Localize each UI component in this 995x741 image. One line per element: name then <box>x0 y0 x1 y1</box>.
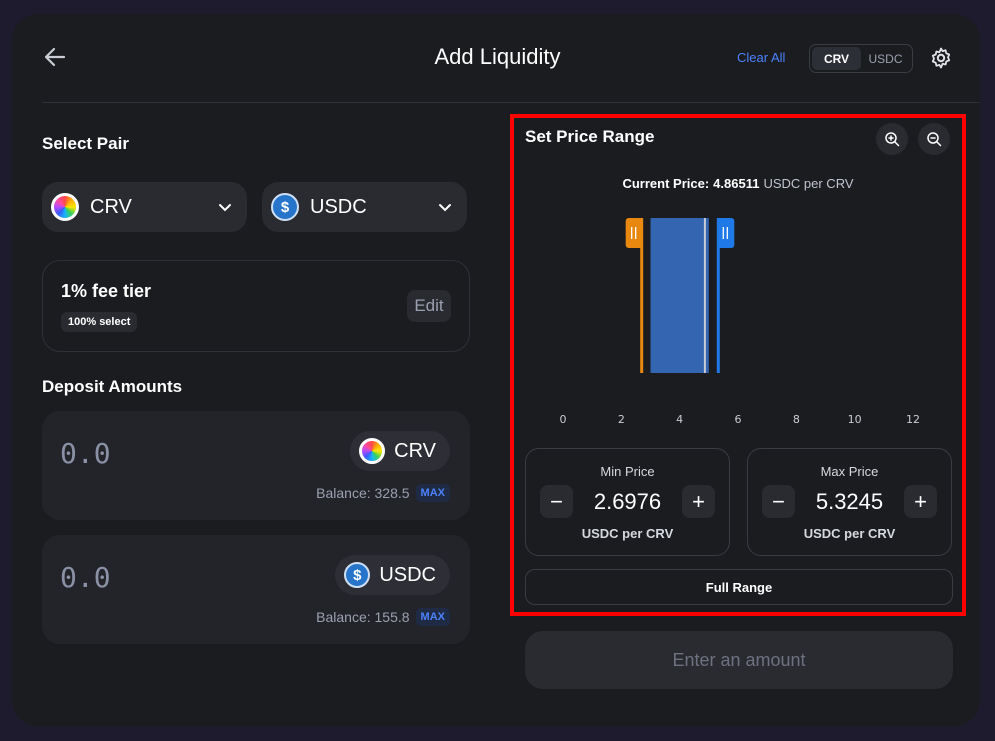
fee-tier-title: 1% fee tier <box>61 281 152 301</box>
crv-balance-text: Balance: 328.5 <box>316 485 410 501</box>
deposit-usdc-token: $ USDC <box>335 555 450 595</box>
deposit-crv-token: CRV <box>350 431 450 471</box>
min-price-unit: USDC per CRV <box>581 526 674 541</box>
enter-amount-button[interactable]: Enter an amount <box>525 631 953 689</box>
x-tick-label: 6 <box>735 413 742 426</box>
min-price-label: Min Price <box>600 464 655 479</box>
edit-fee-button[interactable]: Edit <box>407 290 451 322</box>
token-b-select[interactable]: $ USDC <box>262 182 467 232</box>
deposit-usdc-token-name: USDC <box>379 563 436 586</box>
current-price-label: Current Price: <box>622 176 710 191</box>
deposit-usdc-box: $ USDC Balance: 155.8 MAX <box>42 535 470 644</box>
page-title: Add Liquidity <box>434 44 561 69</box>
min-price-handle[interactable] <box>625 218 643 248</box>
max-price-label: Max Price <box>820 464 879 479</box>
liquidity-chart[interactable]: 0 2 4 6 8 10 12 <box>544 208 934 428</box>
back-arrow-icon[interactable] <box>42 44 68 70</box>
deposit-usdc-input[interactable] <box>60 557 260 597</box>
full-range-button[interactable]: Full Range <box>525 569 953 605</box>
max-price-handle[interactable] <box>717 218 735 248</box>
max-price-value[interactable]: 5.3245 <box>815 489 884 514</box>
min-price-card: Min Price − 2.6976 + USDC per CRV <box>525 448 730 556</box>
usdc-max-button[interactable]: MAX <box>415 608 450 626</box>
zoom-out-button[interactable] <box>918 123 950 155</box>
max-price-increment[interactable]: + <box>904 485 937 518</box>
x-tick-label: 2 <box>618 413 625 426</box>
deposit-crv-input[interactable] <box>60 433 260 473</box>
x-tick-label: 0 <box>560 413 567 426</box>
max-price-card: Max Price − 5.3245 + USDC per CRV <box>747 448 952 556</box>
token-a-name: CRV <box>90 195 132 218</box>
usdc-balance-text: Balance: 155.8 <box>316 609 410 625</box>
price-range-title: Set Price Range <box>525 127 655 146</box>
current-price-unit: USDC per CRV <box>763 176 854 191</box>
select-pair-label: Select Pair <box>42 134 129 153</box>
usdc-token-icon: $ <box>271 193 299 221</box>
chevron-down-icon <box>219 204 231 212</box>
min-price-increment[interactable]: + <box>682 485 715 518</box>
fee-select-badge: 100% select <box>61 312 138 332</box>
zoom-in-icon <box>885 132 900 147</box>
x-tick-label: 10 <box>848 413 862 426</box>
x-tick-label: 4 <box>676 413 683 426</box>
max-price-decrement[interactable]: − <box>762 485 795 518</box>
deposit-crv-token-name: CRV <box>394 439 436 462</box>
fee-tier-box: 1% fee tier 100% select Edit <box>42 260 470 352</box>
base-token-toggle: CRV USDC <box>809 44 913 73</box>
header-divider <box>42 102 980 103</box>
token-b-name: USDC <box>310 195 367 218</box>
x-tick-label: 12 <box>906 413 920 426</box>
liquidity-bar <box>650 218 709 373</box>
deposit-crv-box: CRV Balance: 328.5 MAX <box>42 411 470 520</box>
current-price-value: 4.86511 <box>713 176 760 191</box>
deposit-amounts-label: Deposit Amounts <box>42 377 183 396</box>
zoom-in-button[interactable] <box>876 123 908 155</box>
crv-token-icon <box>51 193 79 221</box>
x-tick-label: 8 <box>793 413 800 426</box>
toggle-crv[interactable]: CRV <box>812 47 861 70</box>
current-price: Current Price: 4.86511 USDC per CRV <box>514 176 962 191</box>
chevron-down-icon <box>439 204 451 212</box>
min-price-decrement[interactable]: − <box>540 485 573 518</box>
zoom-out-icon <box>927 132 942 147</box>
gear-icon[interactable] <box>929 46 953 70</box>
crv-balance: Balance: 328.5 MAX <box>316 484 450 502</box>
min-price-value[interactable]: 2.6976 <box>593 489 662 514</box>
usdc-token-icon: $ <box>344 562 371 588</box>
crv-max-button[interactable]: MAX <box>415 484 450 502</box>
token-a-select[interactable]: CRV <box>42 182 247 232</box>
crv-token-icon <box>359 438 386 464</box>
usdc-balance: Balance: 155.8 MAX <box>316 608 450 626</box>
clear-all-link[interactable]: Clear All <box>737 50 786 65</box>
max-price-unit: USDC per CRV <box>803 526 896 541</box>
toggle-usdc[interactable]: USDC <box>868 51 903 66</box>
price-range-panel: Set Price Range Current Price: 4.86511 USD… <box>510 114 966 616</box>
